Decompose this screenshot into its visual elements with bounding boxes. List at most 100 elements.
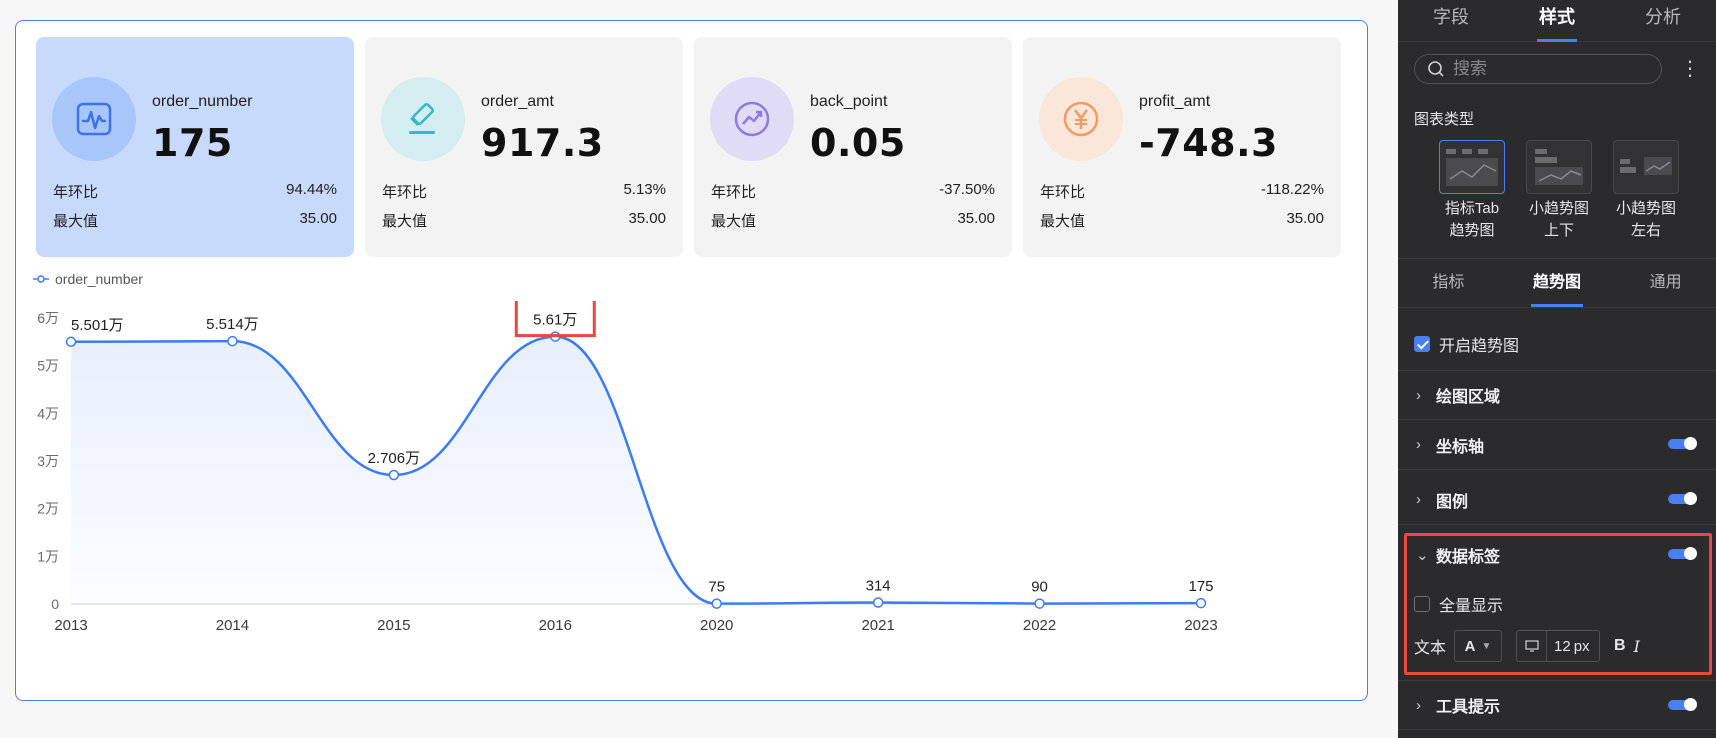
data-point [227, 335, 238, 347]
legend-line-marker-icon [33, 275, 49, 283]
tab-trend-chart[interactable]: 趋势图 [1527, 259, 1587, 307]
data-point [65, 336, 77, 348]
font-color-select[interactable]: A ▼ [1454, 630, 1503, 662]
section-data-label[interactable]: ⌄ 数据标签 [1398, 530, 1716, 580]
italic-button[interactable]: I [1633, 636, 1640, 656]
section-legend[interactable]: › 图例 [1398, 475, 1716, 525]
panel-tabs: 字段 样式 分析 [1398, 0, 1716, 42]
kpi-card-back-point[interactable]: back_point 0.05 年环比 -37.50% 最大值 35.00 [694, 37, 1012, 257]
data-label: 5.61万 [533, 312, 577, 329]
font-size-unit: px [1573, 637, 1590, 655]
chart-type-label: 小趋势图 [1615, 200, 1676, 217]
bold-button[interactable]: B [1614, 637, 1626, 654]
kpi-value: 175 [152, 121, 233, 165]
trend-chart[interactable]: 0 1万 2万 3万 4万 5万 6万 5.501万 2013 5.514万 2014 2.706万 2… [16, 301, 1366, 691]
chart-type-label: 指标Tab [1444, 200, 1500, 217]
show-all-checkbox[interactable] [1414, 596, 1430, 612]
tab-general[interactable]: 通用 [1649, 274, 1682, 291]
x-tick-label: 2022 [1023, 617, 1056, 634]
section-label: 工具提示 [1436, 699, 1501, 716]
text-style-row: 文本 A ▼ 12 px B I [1414, 630, 1640, 662]
max-value: 35.00 [299, 210, 337, 227]
data-label: 2.706万 [368, 450, 421, 467]
kpi-card-order-number[interactable]: order_number 175 年环比 94.44% 最大值 35.00 [36, 37, 354, 257]
text-label: 文本 [1414, 640, 1447, 657]
chart-type-small-trend-horizontal[interactable]: 小趋势图 左右 [1606, 140, 1686, 242]
max-value: 35.00 [957, 210, 995, 227]
data-label: 5.501万 [71, 317, 124, 334]
data-point [388, 469, 400, 481]
yoy-label: 年环比 [711, 184, 757, 201]
enable-trend-checkbox[interactable] [1414, 336, 1430, 352]
kpi-name: order_number [152, 93, 253, 110]
max-label: 最大值 [1040, 213, 1086, 230]
max-label: 最大值 [53, 213, 99, 230]
style-sub-tabs: 指标 趋势图 通用 [1398, 258, 1716, 308]
dashboard-canvas: order_number 175 年环比 94.44% 最大值 35.00 orde… [15, 20, 1368, 701]
max-label: 最大值 [382, 213, 428, 230]
tab-analysis[interactable]: 分析 [1645, 6, 1681, 27]
font-color-letter: A [1464, 637, 1476, 655]
chart-type-thumbnail [1613, 140, 1679, 194]
section-plot-area[interactable]: › 绘图区域 [1398, 370, 1716, 420]
max-label: 最大值 [711, 213, 757, 230]
section-axis[interactable]: › 坐标轴 [1398, 420, 1716, 470]
tooltip-toggle[interactable] [1668, 698, 1697, 711]
chart-legend[interactable]: order_number [33, 271, 143, 287]
x-tick-label: 2015 [377, 617, 410, 634]
search-input[interactable] [1453, 59, 1643, 79]
kpi-value: 917.3 [481, 121, 604, 165]
gavel-icon [381, 77, 465, 161]
font-size-input[interactable]: 12 px [1516, 630, 1601, 662]
tab-indicator[interactable]: 指标 [1432, 274, 1465, 291]
show-all-checkbox-row[interactable]: 全量显示 [1414, 592, 1503, 616]
chart-type-label: 趋势图 [1449, 222, 1495, 239]
x-tick-label: 2023 [1184, 617, 1217, 634]
max-value: 35.00 [1286, 210, 1324, 227]
tab-fields[interactable]: 字段 [1433, 6, 1469, 27]
yoy-value: 5.13% [623, 181, 666, 198]
trend-up-icon [710, 77, 794, 161]
axis-toggle[interactable] [1668, 437, 1697, 450]
chart-type-label: 上下 [1543, 222, 1574, 239]
max-value: 35.00 [628, 210, 666, 227]
data-point [872, 597, 884, 608]
data-label: 314 [866, 578, 891, 595]
data-label: 5.514万 [206, 316, 259, 333]
data-label: 75 [708, 579, 725, 596]
data-label: 175 [1188, 578, 1213, 595]
enable-trend-checkbox-row[interactable]: 开启趋势图 [1414, 332, 1519, 356]
yoy-label: 年环比 [382, 184, 428, 201]
caret-down-icon: ▼ [1481, 640, 1492, 652]
chart-type-thumbnail [1439, 140, 1505, 194]
chevron-down-icon: ⌄ [1416, 547, 1429, 564]
search-icon [1428, 61, 1444, 77]
chart-type-indicator-tab-trend[interactable]: 指标Tab 趋势图 [1432, 140, 1512, 242]
y-tick-label: 4万 [37, 405, 59, 421]
chart-type-small-trend-vertical[interactable]: 小趋势图 上下 [1519, 140, 1599, 242]
kpi-card-order-amt[interactable]: order_amt 917.3 年环比 5.13% 最大值 35.00 [365, 37, 683, 257]
section-tooltip[interactable]: › 工具提示 [1398, 680, 1716, 730]
font-size-value: 12 [1554, 637, 1571, 655]
legend-label: order_number [55, 271, 143, 287]
y-tick-label: 0 [51, 596, 59, 612]
legend-toggle[interactable] [1668, 492, 1697, 505]
y-tick-label: 1万 [37, 548, 59, 564]
kpi-card-profit-amt[interactable]: profit_amt -748.3 年环比 -118.22% 最大值 35.00 [1023, 37, 1341, 257]
kpi-name: back_point [810, 93, 888, 110]
yoy-value: -118.22% [1260, 181, 1324, 198]
data-label-toggle[interactable] [1668, 547, 1697, 560]
chevron-right-icon: › [1416, 436, 1421, 453]
enable-trend-label: 开启趋势图 [1439, 338, 1520, 355]
more-options-icon[interactable]: ⋮ [1680, 58, 1700, 80]
data-point [711, 598, 722, 609]
chevron-right-icon: › [1416, 491, 1421, 508]
search-box [1414, 54, 1662, 84]
show-all-label: 全量显示 [1439, 598, 1504, 615]
indicator-trend-widget[interactable]: order_number 175 年环比 94.44% 最大值 35.00 orde… [15, 20, 1368, 701]
x-tick-label: 2014 [216, 617, 249, 634]
section-label: 图例 [1436, 493, 1469, 511]
tab-style[interactable]: 样式 [1531, 0, 1583, 42]
x-tick-label: 2013 [54, 617, 87, 634]
x-tick-label: 2021 [861, 617, 894, 634]
